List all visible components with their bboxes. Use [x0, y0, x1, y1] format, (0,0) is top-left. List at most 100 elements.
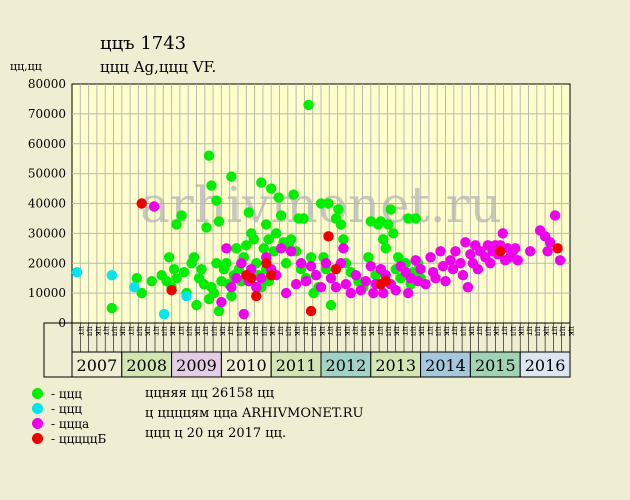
data-point — [238, 308, 250, 320]
data-point — [275, 243, 287, 254]
data-point — [445, 255, 456, 266]
data-point — [392, 252, 404, 263]
month-tick-label: цк — [492, 326, 501, 336]
data-point — [305, 305, 317, 317]
data-point — [273, 192, 284, 203]
data-point — [213, 305, 225, 317]
chart-title: ццъ 1743 — [100, 33, 187, 54]
month-tick-label: цк — [243, 326, 252, 336]
y-tick-label: 70000 — [28, 107, 66, 121]
month-tick-label: цк — [567, 326, 576, 336]
month-tick-label: цт — [351, 326, 360, 336]
data-point — [226, 281, 237, 293]
chart-subtitle: ццц Ag,ццц VF. — [100, 58, 217, 76]
year-cell — [420, 351, 471, 378]
data-point — [129, 281, 140, 293]
legend-label: - ццц — [51, 386, 83, 401]
legend-marker — [32, 403, 43, 414]
data-point — [380, 275, 391, 287]
month-tick-label: цл — [110, 326, 119, 336]
year-cell — [171, 351, 222, 378]
data-point — [335, 219, 347, 230]
data-point — [136, 198, 147, 209]
data-point — [310, 270, 322, 281]
month-tick-label: цк — [318, 326, 327, 336]
month-tick-label: цк — [467, 326, 476, 336]
data-point — [251, 290, 262, 302]
data-point — [216, 296, 227, 308]
month-tick-label: цт — [426, 326, 435, 336]
data-point — [146, 275, 157, 287]
month-tick-label: цк — [442, 326, 451, 336]
data-point — [440, 275, 451, 287]
data-point — [363, 252, 374, 263]
data-point — [131, 272, 142, 284]
month-tick-label: цл — [135, 326, 144, 336]
data-point — [231, 272, 242, 284]
data-point — [211, 195, 222, 206]
data-point — [338, 243, 349, 254]
month-tick-label: цк — [144, 326, 153, 336]
data-point — [524, 246, 536, 257]
source-text: ц ццццям цца ARHIVMONET.RU — [145, 406, 364, 421]
data-point — [390, 284, 401, 296]
info-block: ццняя цц 26158 цц ц ццццям цца ARHIVMONE… — [145, 386, 364, 446]
data-point — [136, 287, 147, 299]
data-point — [465, 249, 476, 260]
month-tick-label: цт — [476, 326, 485, 336]
data-point — [437, 261, 449, 272]
month-tick-label: цт — [525, 326, 534, 336]
data-point — [380, 243, 391, 254]
month-tick-label: цл — [185, 326, 194, 336]
month-tick-label: цт — [152, 326, 161, 336]
year-cell — [519, 351, 571, 378]
data-point — [226, 290, 237, 302]
legend-marker — [32, 388, 43, 399]
data-point — [460, 237, 471, 248]
month-tick-label: цл — [534, 326, 543, 336]
data-point — [305, 252, 317, 263]
month-tick-label: цл — [384, 326, 393, 336]
data-point — [221, 258, 232, 269]
month-tick-label: цл — [359, 326, 368, 336]
data-point — [295, 258, 307, 269]
legend-label: - ццца — [51, 416, 90, 431]
y-tick-label: 20000 — [28, 256, 66, 270]
month-tick-label: цл — [459, 326, 468, 336]
data-point — [290, 278, 302, 290]
data-point — [305, 261, 317, 272]
year-label: 2015 — [475, 356, 516, 375]
data-point — [333, 204, 344, 215]
date-text: ццц ц 20 ця 2017 цц. — [145, 426, 287, 441]
month-tick-label: цл — [210, 326, 219, 336]
year-label: 2010 — [226, 356, 267, 375]
data-point — [213, 216, 225, 227]
year-label: 2007 — [77, 356, 118, 375]
data-point — [402, 213, 414, 224]
data-point — [256, 177, 267, 188]
data-point — [360, 275, 372, 287]
legend-label: - ццц — [51, 401, 83, 416]
y-tick-label: 40000 — [28, 197, 66, 211]
year-cell — [320, 351, 372, 378]
year-label: 2011 — [276, 356, 317, 375]
data-point — [188, 252, 200, 263]
month-tick-label: цт — [276, 326, 285, 336]
data-point — [554, 255, 566, 266]
month-tick-label: цт — [177, 326, 186, 336]
y-tick-label: 30000 — [28, 226, 66, 240]
legend-item: - ццца — [32, 416, 106, 431]
data-point — [243, 207, 254, 218]
data-point — [191, 299, 202, 311]
month-tick-label: цт — [127, 326, 136, 336]
year-label: 2012 — [326, 356, 367, 375]
month-tick-label: цл — [509, 326, 518, 336]
axis-stub — [43, 322, 73, 378]
data-point — [211, 258, 222, 269]
data-point — [148, 201, 160, 212]
legend-item: - цццццБ — [32, 431, 106, 446]
data-point — [320, 258, 332, 269]
data-point — [208, 287, 220, 299]
data-point — [323, 231, 334, 242]
year-label: 2013 — [375, 356, 416, 375]
